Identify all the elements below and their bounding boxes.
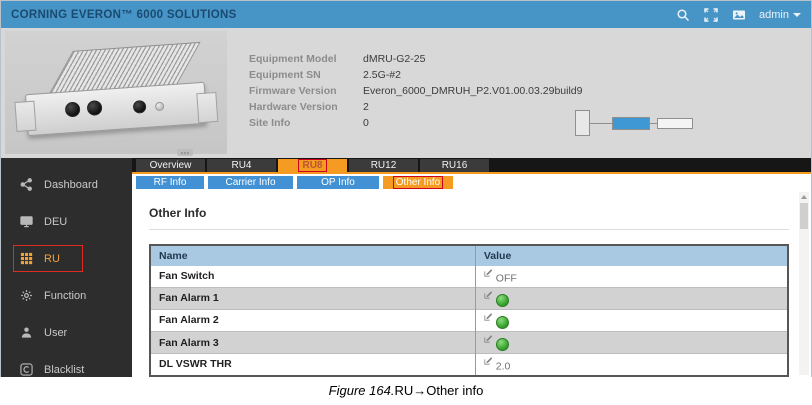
table-header-row: Name Value: [150, 245, 788, 266]
info-subtab-bar: RF Info Carrier Info OP Info Other Info: [132, 174, 811, 190]
edit-icon[interactable]: [484, 334, 492, 346]
sidebar: Dashboard DEU: [1, 158, 132, 377]
fullscreen-icon[interactable]: [703, 7, 718, 22]
field-label: Hardware Version: [249, 101, 338, 113]
table-row-fan-switch: Fan Switch OFF: [150, 266, 788, 287]
ru-tab-bar: Overview RU4 RU8 RU12 RU16: [132, 158, 811, 174]
fan-switch-value: OFF: [495, 272, 517, 285]
topology-node-small: [575, 110, 590, 136]
sidebar-item-label: Function: [44, 289, 87, 302]
subtab-carrier-info[interactable]: Carrier Info: [208, 176, 293, 189]
firmware-version-value: Everon_6000_DMRUH_P2.V01.00.03.29build9: [363, 85, 583, 97]
grid-icon: [20, 252, 33, 265]
hardware-version-value: 2: [363, 101, 369, 113]
annotation-red-box: Other Info: [392, 176, 444, 189]
sidebar-item-label: Dashboard: [44, 178, 98, 191]
app-title: CORNING EVERON™ 6000 SOLUTIONS: [11, 8, 237, 21]
subtab-other-info[interactable]: Other Info: [383, 176, 453, 189]
subtab-rf-info[interactable]: RF Info: [136, 176, 204, 189]
collapse-handle[interactable]: [177, 149, 193, 156]
dl-vswr-thr-value: 2.0: [495, 360, 511, 373]
user-menu-label: admin: [759, 8, 789, 21]
scrollbar-thumb[interactable]: [800, 203, 808, 229]
table-row-dl-vswr-thr: DL VSWR THR 2.0: [150, 353, 788, 376]
caret-down-icon: [793, 13, 801, 17]
tab-ru12[interactable]: RU12: [349, 158, 418, 172]
app-screenshot: CORNING EVERON™ 6000 SOLUTIONS admin: [0, 0, 812, 377]
share-icon: [20, 178, 32, 191]
topology-diagram: [575, 110, 693, 136]
sidebar-item-label: DEU: [44, 215, 68, 228]
tab-overview[interactable]: Overview: [136, 158, 205, 172]
top-bar: CORNING EVERON™ 6000 SOLUTIONS admin: [1, 1, 811, 28]
monitor-icon: [20, 216, 33, 228]
blacklist-icon: [20, 363, 33, 376]
section-heading: Other Info: [149, 206, 789, 230]
equipment-model-value: dMRU-G2-25: [363, 53, 426, 65]
column-header-value: Value: [474, 245, 788, 266]
field-label: Equipment SN: [249, 69, 321, 81]
sidebar-item-label: User: [44, 326, 68, 339]
other-info-section: Other Info Name Value Fan Switch: [132, 190, 811, 377]
topology-node-outline: [657, 117, 693, 129]
equipment-info: Equipment Model dMRU-G2-25 Equipment SN …: [229, 28, 582, 158]
gear-icon: [21, 290, 32, 301]
figure-caption: Figure 164. RU→Other info: [0, 377, 812, 404]
tab-ru8[interactable]: RU8: [278, 158, 347, 172]
column-header-name: Name: [150, 245, 476, 266]
site-info-value: 0: [363, 117, 369, 129]
user-menu[interactable]: admin: [759, 9, 801, 21]
topology-node-active: [612, 116, 650, 130]
sidebar-item-deu[interactable]: DEU: [1, 203, 132, 240]
green-status-led: [495, 293, 509, 307]
sidebar-item-dashboard[interactable]: Dashboard: [1, 166, 132, 203]
annotation-red-box: RU: [13, 245, 83, 272]
equipment-sn-value: 2.5G-#2: [363, 69, 401, 81]
field-label: Site Info: [249, 117, 291, 129]
figure-caption-text: RU→Other info: [394, 383, 484, 398]
vertical-scrollbar[interactable]: [799, 192, 809, 375]
sidebar-item-label: Blacklist: [44, 363, 85, 376]
table-row-fan-alarm-1: Fan Alarm 1: [150, 287, 788, 310]
tab-ru4[interactable]: RU4: [207, 158, 276, 172]
field-label: Equipment Model: [249, 53, 337, 65]
other-info-table: Name Value Fan Switch OFF: [149, 244, 789, 377]
image-icon[interactable]: [731, 7, 746, 22]
device-illustration: [14, 40, 219, 144]
sidebar-item-blacklist[interactable]: Blacklist: [1, 351, 132, 388]
table-row-fan-alarm-3: Fan Alarm 3: [150, 331, 788, 354]
sidebar-item-label: RU: [44, 252, 60, 265]
scroll-up-arrow[interactable]: [799, 192, 809, 202]
annotation-red-box: RU8: [298, 158, 327, 172]
edit-icon[interactable]: [484, 268, 492, 280]
topbar-actions: admin: [675, 7, 801, 22]
main-panel: Overview RU4 RU8 RU12 RU16 RF Info Carri…: [132, 158, 811, 377]
green-status-led: [495, 338, 509, 352]
equipment-photo: [1, 28, 229, 158]
sidebar-item-ru[interactable]: RU: [1, 240, 132, 277]
user-icon: [21, 327, 32, 338]
sidebar-item-user[interactable]: User: [1, 314, 132, 351]
figure-caption-label: Figure 164.: [328, 383, 395, 398]
table-row-fan-alarm-2: Fan Alarm 2: [150, 309, 788, 332]
green-status-led: [495, 315, 509, 329]
field-label: Firmware Version: [249, 85, 337, 97]
edit-icon[interactable]: [484, 290, 492, 302]
subtab-op-info[interactable]: OP Info: [297, 176, 379, 189]
equipment-summary-panel: Equipment Model dMRU-G2-25 Equipment SN …: [1, 28, 811, 158]
search-icon[interactable]: [675, 7, 690, 22]
sidebar-item-function[interactable]: Function: [1, 277, 132, 314]
tab-ru16[interactable]: RU16: [420, 158, 489, 172]
edit-icon[interactable]: [484, 312, 492, 324]
edit-icon[interactable]: [484, 356, 492, 368]
